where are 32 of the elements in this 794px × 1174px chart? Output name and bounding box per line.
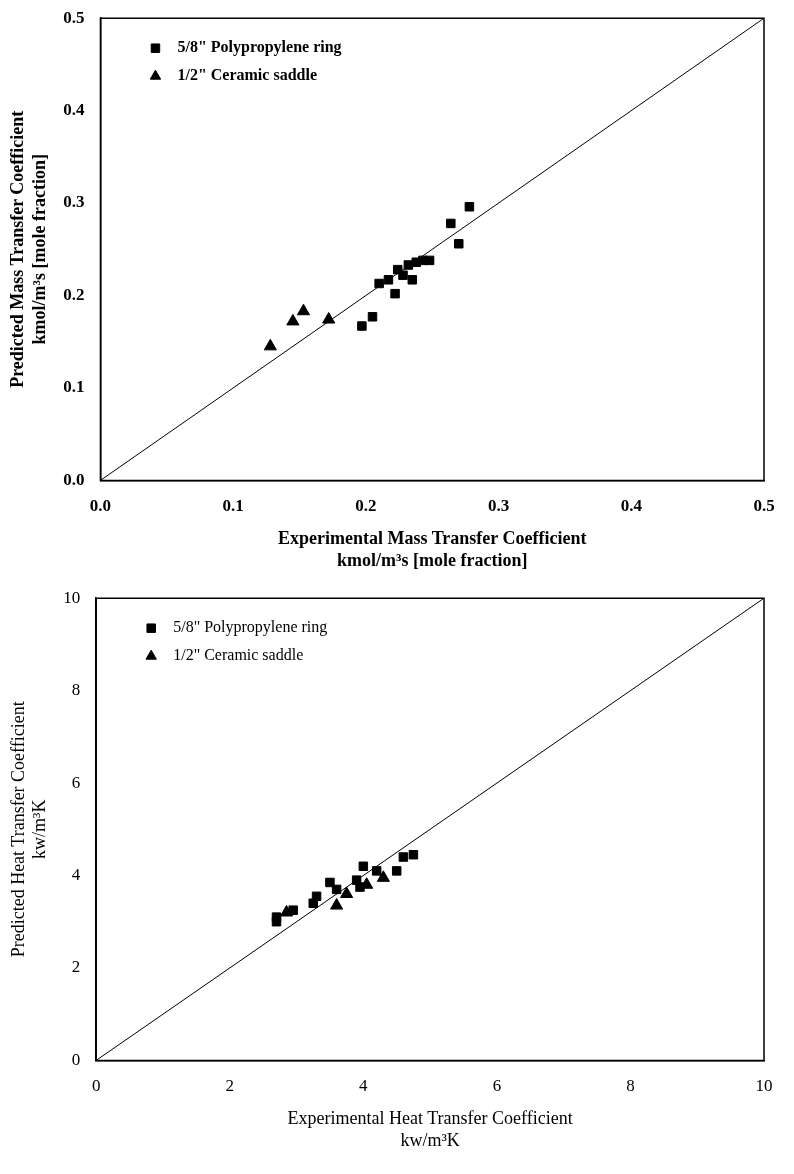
y-tick-label: 4 bbox=[71, 864, 81, 884]
x-tick-label: 8 bbox=[626, 1076, 635, 1096]
y-tick-label: 6 bbox=[71, 772, 81, 792]
x-tick-label: 0.5 bbox=[753, 495, 775, 515]
y-tick-label: 8 bbox=[71, 680, 81, 700]
y-tick-label: 0.1 bbox=[63, 377, 85, 397]
x-tick-label: 0.3 bbox=[487, 495, 510, 515]
legend-label: 1/2" Ceramic saddle bbox=[177, 66, 317, 84]
x-axis-title: Experimental Heat Transfer Coefficient kw/m³K bbox=[287, 1108, 573, 1150]
x-tick-label: 0.2 bbox=[355, 495, 377, 515]
legend-label: 1/2" Ceramic saddle bbox=[173, 646, 304, 664]
legend-label: 5/8" Polypropylene ring bbox=[173, 618, 328, 637]
x-tick-label: 0 bbox=[91, 1076, 101, 1096]
x-tick-label: 6 bbox=[492, 1076, 502, 1096]
x-axis-title: Experimental Mass Transfer Coefficient kmol/m³s [mole fraction] bbox=[278, 528, 587, 570]
x-tick-label: 2 bbox=[225, 1076, 235, 1096]
y-tick-label: 0.5 bbox=[63, 7, 85, 27]
y-tick-label: 10 bbox=[63, 587, 81, 607]
x-tick-label: 0.0 bbox=[89, 495, 112, 515]
x-tick-label: 10 bbox=[755, 1076, 773, 1096]
y-axis-title: Predicted Heat Transfer Coefficient kw/m³K bbox=[7, 701, 50, 958]
y-tick-label: 0.3 bbox=[63, 192, 85, 212]
y-axis-title: Predicted Mass Transfer Coefficient kmol/m³s [mole fraction] bbox=[7, 110, 50, 388]
y-tick-label: 0.2 bbox=[63, 284, 85, 304]
y-tick-label: 0 bbox=[71, 1049, 81, 1069]
x-tick-label: 0.1 bbox=[222, 495, 244, 515]
y-tick-label: 0.0 bbox=[63, 469, 85, 489]
y-tick-label: 0.4 bbox=[63, 100, 85, 120]
x-tick-label: 4 bbox=[359, 1076, 369, 1096]
y-tick-label: 2 bbox=[71, 957, 81, 977]
legend-label: 5/8" Polypropylene ring bbox=[177, 38, 342, 57]
x-tick-label: 0.4 bbox=[620, 495, 643, 515]
